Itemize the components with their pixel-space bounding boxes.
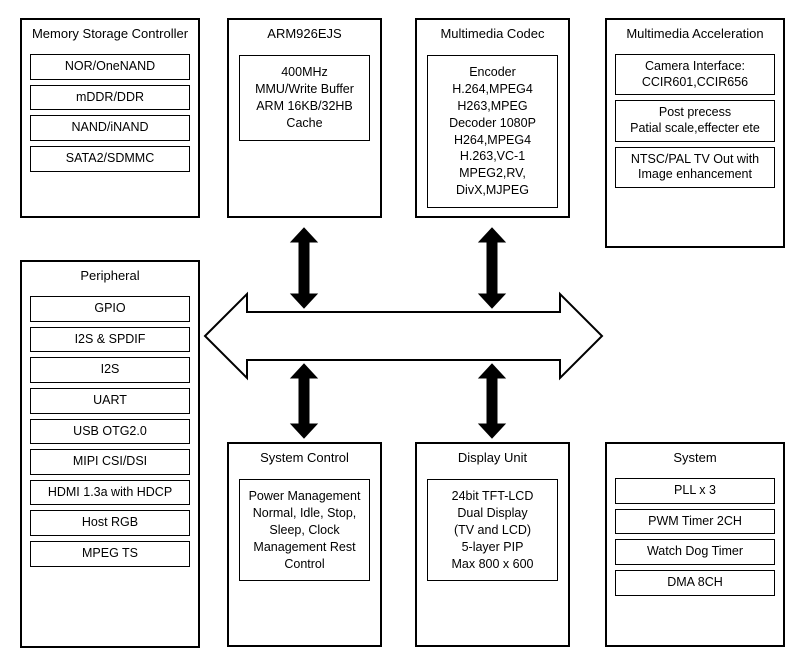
arm-to-bus-arrow [291, 228, 317, 308]
system-item: DMA 8CH [615, 570, 775, 596]
peripheral-title: Peripheral [22, 262, 198, 291]
accel-item: Post precessPatial scale,effecter ete [615, 100, 775, 141]
display-unit-block: Display Unit 24bit TFT-LCDDual Display(TV… [415, 442, 570, 647]
memory-storage-controller-block: Memory Storage Controller NOR/OneNAND mDDR… [20, 18, 200, 218]
multimedia-codec-block: Multimedia Codec EncoderH.264,MPEG4H263,M… [415, 18, 570, 218]
system-item: PLL x 3 [615, 478, 775, 504]
memory-item: SATA2/SDMMC [30, 146, 190, 172]
peripheral-item: MIPI CSI/DSI [30, 449, 190, 475]
codec-title: Multimedia Codec [417, 20, 568, 49]
peripheral-item: UART [30, 388, 190, 414]
peripheral-item: I2S & SPDIF [30, 327, 190, 353]
syscontrol-title: System Control [229, 444, 380, 473]
arm-body: 400MHzMMU/Write BufferARM 16KB/32HB Cach… [239, 55, 370, 141]
peripheral-item: GPIO [30, 296, 190, 322]
peripheral-item: HDMI 1.3a with HDCP [30, 480, 190, 506]
system-item: Watch Dog Timer [615, 539, 775, 565]
system-control-block: System Control Power Management Normal, I… [227, 442, 382, 647]
memory-item: NAND/iNAND [30, 115, 190, 141]
peripheral-item: MPEG TS [30, 541, 190, 567]
system-item: PWM Timer 2CH [615, 509, 775, 535]
arm-title: ARM926EJS [229, 20, 380, 49]
display-to-bus-arrow [479, 364, 505, 438]
accel-item: NTSC/PAL TV Out with Image enhancement [615, 147, 775, 188]
multimedia-acceleration-block: Multimedia Acceleration Camera Interface:… [605, 18, 785, 248]
system-block: System PLL x 3 PWM Timer 2CH Watch Dog Time… [605, 442, 785, 647]
display-title: Display Unit [417, 444, 568, 473]
peripheral-item: Host RGB [30, 510, 190, 536]
accel-item: Camera Interface: CCIR601,CCIR656 [615, 54, 775, 95]
arm926ejs-block: ARM926EJS 400MHzMMU/Write BufferARM 16KB/… [227, 18, 382, 218]
peripheral-item: USB OTG2.0 [30, 419, 190, 445]
memory-item: NOR/OneNAND [30, 54, 190, 80]
codec-to-bus-arrow [479, 228, 505, 308]
memory-title: Memory Storage Controller [22, 20, 198, 49]
sysctrl-to-bus-arrow [291, 364, 317, 438]
system-title: System [607, 444, 783, 473]
peripheral-block: Peripheral GPIO I2S & SPDIF I2S UART USB OTG2… [20, 260, 200, 648]
syscontrol-body: Power Management Normal, Idle, Stop, Sle… [239, 479, 370, 581]
bus-label: X64 Multi-layer AHB / AXI Bus [260, 326, 550, 342]
memory-item: mDDR/DDR [30, 85, 190, 111]
accel-title: Multimedia Acceleration [607, 20, 783, 49]
peripheral-item: I2S [30, 357, 190, 383]
display-body: 24bit TFT-LCDDual Display(TV and LCD)5-l… [427, 479, 558, 581]
codec-body: EncoderH.264,MPEG4H263,MPEGDecoder 1080P… [427, 55, 558, 208]
